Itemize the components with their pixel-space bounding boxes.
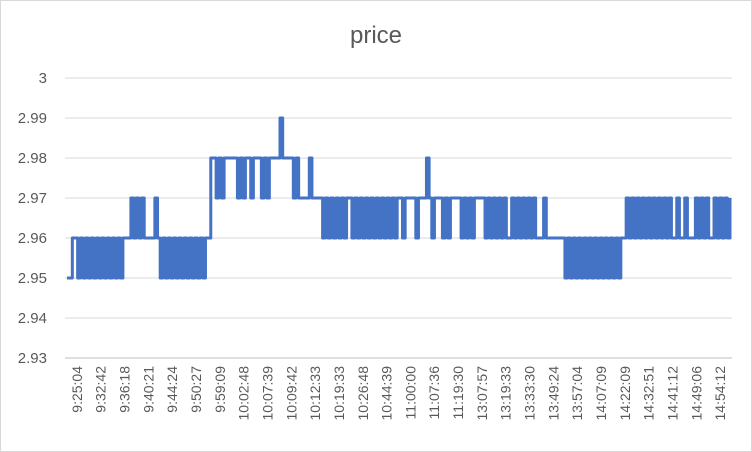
- y-tick-label: 2.93: [18, 350, 47, 367]
- y-axis-tick-labels: 2.93 2.94 2.95 2.96 2.97 2.98 2.99 3: [18, 70, 47, 367]
- x-tick-label: 14:41:12: [664, 366, 680, 421]
- x-tick-label: 9:25:04: [69, 366, 85, 413]
- x-tick-label: 9:32:42: [93, 366, 109, 413]
- chart-title: price: [349, 22, 403, 49]
- y-tick-label: 2.98: [18, 150, 47, 167]
- x-tick-label: 9:44:24: [164, 366, 180, 413]
- x-tick-label: 10:26:48: [355, 366, 371, 421]
- y-tick-label: 2.95: [18, 270, 47, 287]
- x-tick-label: 10:07:39: [259, 366, 275, 421]
- x-tick-label: 9:50:27: [188, 366, 204, 413]
- x-tick-label: 10:02:48: [236, 366, 252, 421]
- x-tick-label: 9:59:09: [212, 366, 228, 413]
- x-tick-label: 14:07:09: [593, 366, 609, 421]
- x-tick-label: 13:07:57: [474, 366, 490, 421]
- x-tick-label: 9:36:18: [117, 366, 133, 413]
- x-tick-label: 13:57:04: [569, 366, 585, 421]
- x-tick-label: 11:19:30: [450, 366, 466, 420]
- y-tick-label: 2.97: [18, 190, 47, 207]
- x-tick-label: 13:33:30: [522, 366, 538, 421]
- y-tick-label: 2.94: [18, 310, 47, 327]
- x-tick-label: 14:22:09: [617, 366, 633, 421]
- x-tick-label: 10:12:33: [307, 366, 323, 421]
- x-tick-label: 14:32:51: [641, 366, 657, 421]
- y-tick-label: 3: [39, 70, 47, 87]
- x-tick-label: 11:00:00: [402, 366, 418, 420]
- x-tick-label: 10:44:39: [379, 366, 395, 421]
- x-axis-tick-labels: 9:25:04 9:32:42 9:36:18 9:40:21 9:44:24 9:50:…: [69, 366, 728, 421]
- x-tick-label: 13:49:24: [545, 366, 561, 421]
- x-tick-label: 10:09:42: [283, 366, 299, 421]
- y-tick-label: 2.96: [18, 230, 47, 247]
- x-tick-label: 14:54:12: [712, 366, 728, 421]
- x-tick-label: 13:19:33: [498, 366, 514, 421]
- x-tick-label: 10:19:33: [331, 366, 347, 421]
- y-tick-label: 2.99: [18, 110, 47, 127]
- x-tick-label: 14:49:06: [688, 366, 704, 421]
- x-tick-label: 9:40:21: [140, 366, 156, 413]
- x-tick-label: 11:07:36: [426, 366, 442, 420]
- series-line-price: [67, 116, 732, 280]
